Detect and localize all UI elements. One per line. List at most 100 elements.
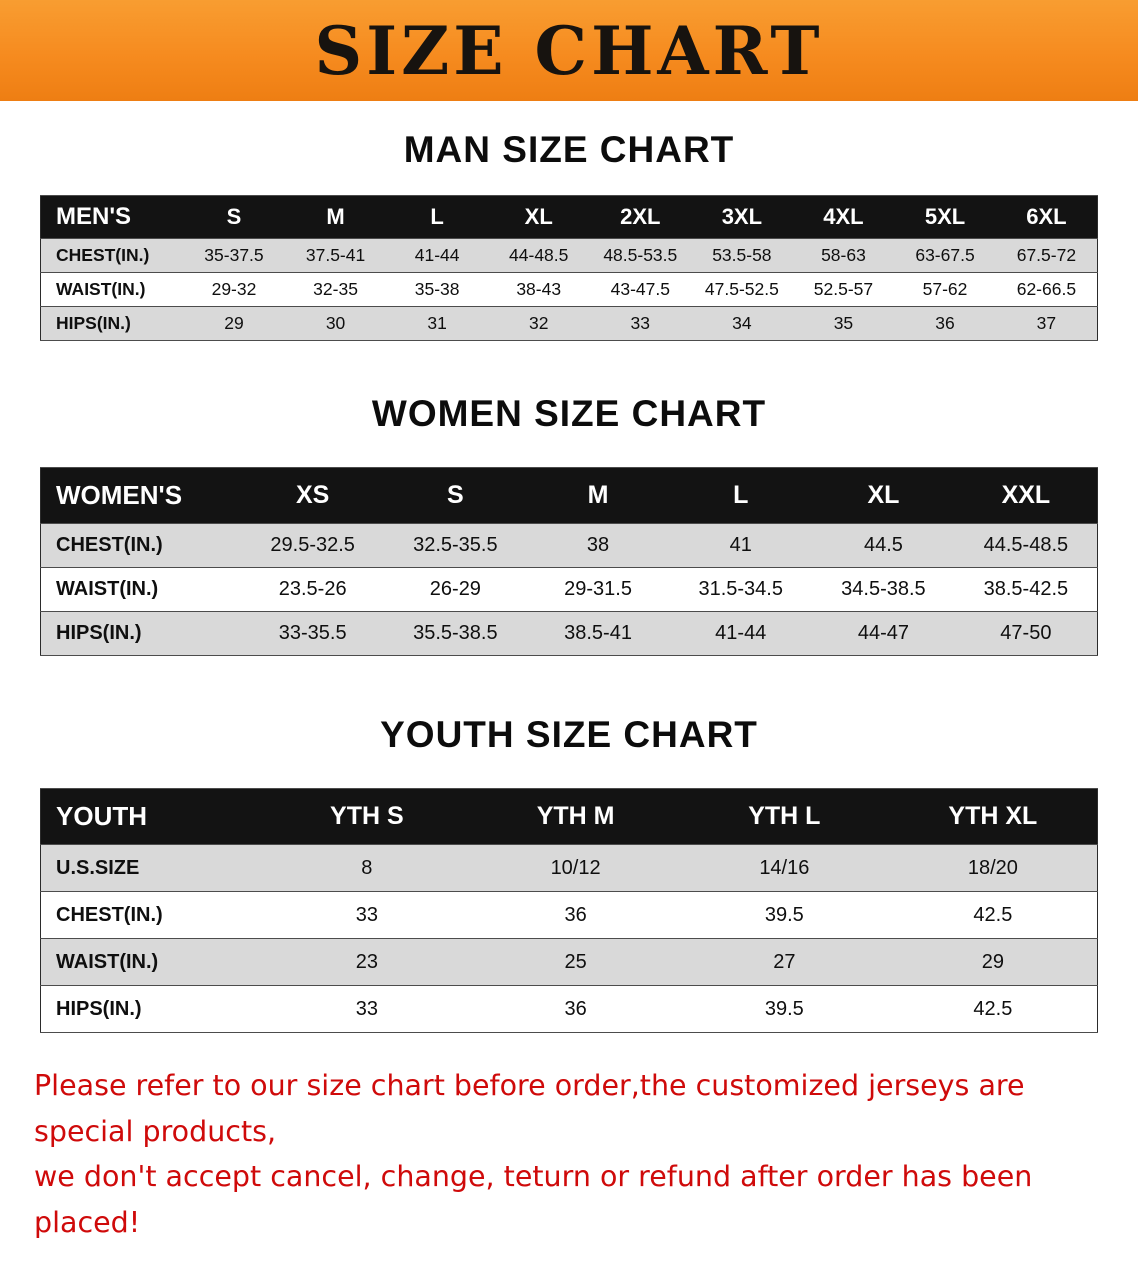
size-column-header: 3XL: [691, 195, 793, 239]
size-value-cell: 31: [386, 306, 488, 341]
size-value-cell: 32: [487, 306, 590, 341]
size-column-header: S: [183, 195, 285, 239]
size-value-cell: 41-44: [669, 611, 813, 656]
size-value-cell: 33-35.5: [241, 611, 385, 656]
size-value-cell: 35: [792, 306, 895, 341]
size-value-cell: 37: [995, 306, 1098, 341]
table-title-cell: MEN'S: [40, 195, 184, 239]
size-value-cell: 29-31.5: [526, 567, 670, 612]
table-title-cell: WOMEN'S: [40, 467, 242, 524]
size-value-cell: 62-66.5: [995, 272, 1098, 307]
notice-line-2: we don't accept cancel, change, teturn o…: [34, 1160, 1033, 1239]
size-value-cell: 47-50: [954, 611, 1098, 656]
size-table: YOUTH YTH S YTH M YTH L YTH XL U.S.SIZE 8 10/12…: [40, 788, 1098, 1033]
size-value-cell: 36: [894, 306, 996, 341]
size-value-cell: 35-38: [386, 272, 488, 307]
table-header-row: MEN'S S M L XL 2XL 3XL 4XL 5XL 6XL: [40, 195, 1098, 239]
size-value-cell: 35-37.5: [183, 238, 285, 273]
size-column-header: XXL: [954, 467, 1098, 524]
table-row: CHEST(IN.) 35-37.5 37.5-41 41-44 44-48.5 48.5…: [40, 238, 1098, 273]
size-value-cell: 39.5: [679, 985, 889, 1033]
size-value-cell: 33: [589, 306, 692, 341]
size-value-cell: 44-47: [812, 611, 955, 656]
man-size-chart-heading: MAN SIZE CHART: [403, 129, 735, 170]
size-value-cell: 34.5-38.5: [812, 567, 955, 612]
size-column-header: 4XL: [792, 195, 895, 239]
size-table: WOMEN'S XS S M L XL XXL CHEST(IN.) 29.5-32.5 32.5…: [40, 467, 1098, 656]
row-label-cell: HIPS(IN.): [40, 985, 263, 1033]
row-label-cell: CHEST(IN.): [40, 238, 184, 273]
row-label-cell: CHEST(IN.): [40, 891, 263, 939]
size-column-header: YTH S: [262, 788, 472, 845]
youth-size-chart-heading: YOUTH SIZE CHART: [380, 714, 758, 755]
size-value-cell: 26-29: [384, 567, 527, 612]
size-value-cell: 67.5-72: [995, 238, 1098, 273]
size-value-cell: 29.5-32.5: [241, 523, 385, 568]
size-value-cell: 44-48.5: [487, 238, 590, 273]
size-value-cell: 38.5-42.5: [954, 567, 1098, 612]
size-value-cell: 58-63: [792, 238, 895, 273]
size-column-header: XS: [241, 467, 385, 524]
size-value-cell: 25: [471, 938, 680, 986]
size-column-header: XL: [812, 467, 955, 524]
size-value-cell: 8: [262, 844, 472, 892]
row-label-cell: HIPS(IN.): [40, 306, 184, 341]
size-column-header: 6XL: [995, 195, 1098, 239]
table-row: HIPS(IN.) 33-35.5 35.5-38.5 38.5-41 41-44 44-…: [40, 611, 1098, 656]
size-value-cell: 36: [471, 891, 680, 939]
size-value-cell: 35.5-38.5: [384, 611, 527, 656]
page-title: SIZE CHART: [314, 11, 824, 90]
man-size-chart-section: MAN SIZE CHART MEN'S S M L XL 2XL 3XL 4XL 5XL 6XL…: [0, 129, 1138, 341]
size-value-cell: 53.5-58: [691, 238, 793, 273]
banner: SIZE CHART: [0, 0, 1138, 101]
row-label-cell: CHEST(IN.): [40, 523, 242, 568]
size-value-cell: 18/20: [888, 844, 1098, 892]
size-value-cell: 52.5-57: [792, 272, 895, 307]
size-column-header: L: [669, 467, 813, 524]
size-value-cell: 44.5-48.5: [954, 523, 1098, 568]
table-row: HIPS(IN.) 29 30 31 32 33 34 35 36 37: [40, 306, 1098, 341]
size-value-cell: 31.5-34.5: [669, 567, 813, 612]
size-value-cell: 23.5-26: [241, 567, 385, 612]
youth-size-table: YOUTH YTH S YTH M YTH L YTH XL U.S.SIZE 8 10/12…: [40, 788, 1098, 1033]
table-header-row: WOMEN'S XS S M L XL XXL: [40, 467, 1098, 524]
size-column-header: YTH XL: [888, 788, 1098, 845]
size-value-cell: 29: [183, 306, 285, 341]
size-table: MEN'S S M L XL 2XL 3XL 4XL 5XL 6XL CHEST(IN.) 35-37…: [40, 195, 1098, 341]
size-value-cell: 33: [262, 891, 472, 939]
table-row: HIPS(IN.) 33 36 39.5 42.5: [40, 985, 1098, 1033]
row-label-cell: WAIST(IN.): [40, 567, 242, 612]
size-column-header: XL: [487, 195, 590, 239]
size-value-cell: 33: [262, 985, 472, 1033]
size-value-cell: 44.5: [812, 523, 955, 568]
size-value-cell: 34: [691, 306, 793, 341]
size-value-cell: 29: [888, 938, 1098, 986]
size-value-cell: 27: [679, 938, 889, 986]
size-value-cell: 39.5: [679, 891, 889, 939]
size-value-cell: 37.5-41: [284, 238, 387, 273]
table-row: WAIST(IN.) 23 25 27 29: [40, 938, 1098, 986]
size-value-cell: 36: [471, 985, 680, 1033]
row-label-cell: WAIST(IN.): [40, 272, 184, 307]
size-column-header: YTH L: [679, 788, 889, 845]
size-column-header: YTH M: [471, 788, 680, 845]
size-value-cell: 10/12: [471, 844, 680, 892]
size-value-cell: 30: [284, 306, 387, 341]
size-value-cell: 14/16: [679, 844, 889, 892]
size-value-cell: 32-35: [284, 272, 387, 307]
youth-size-chart-section: YOUTH SIZE CHART YOUTH YTH S YTH M YTH L YTH…: [0, 714, 1138, 1033]
size-value-cell: 48.5-53.5: [589, 238, 692, 273]
row-label-cell: WAIST(IN.): [40, 938, 263, 986]
size-column-header: 2XL: [589, 195, 692, 239]
size-column-header: 5XL: [894, 195, 996, 239]
table-row: CHEST(IN.) 29.5-32.5 32.5-35.5 38 41 44.5 44.5…: [40, 523, 1098, 568]
men-size-table: MEN'S S M L XL 2XL 3XL 4XL 5XL 6XL CHEST(IN.) 35-37…: [40, 195, 1098, 341]
table-row: WAIST(IN.) 23.5-26 26-29 29-31.5 31.5-34.5 34…: [40, 567, 1098, 612]
women-size-chart-section: WOMEN SIZE CHART WOMEN'S XS S M L XL XXL CHEST(…: [0, 393, 1138, 656]
row-label-cell: U.S.SIZE: [40, 844, 263, 892]
size-value-cell: 32.5-35.5: [384, 523, 527, 568]
size-value-cell: 29-32: [183, 272, 285, 307]
size-value-cell: 38: [526, 523, 670, 568]
table-row: U.S.SIZE 8 10/12 14/16 18/20: [40, 844, 1098, 892]
